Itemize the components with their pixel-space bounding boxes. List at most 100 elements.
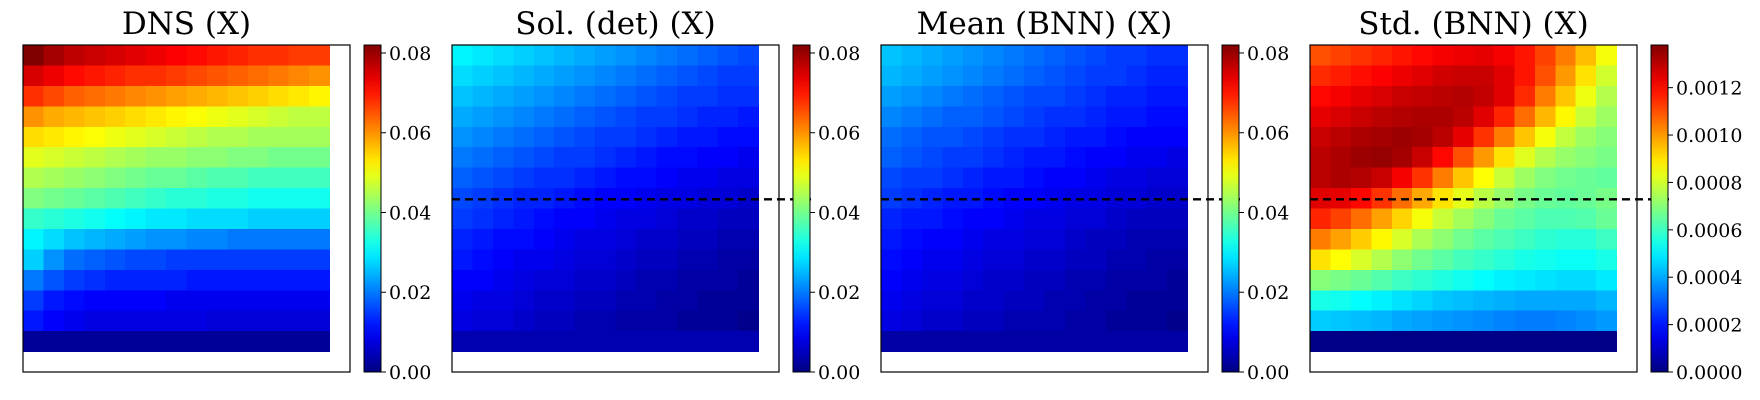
heatmap-cell <box>1330 147 1352 169</box>
heatmap-cell <box>1044 45 1066 67</box>
heatmap-cell <box>23 167 45 189</box>
heatmap-cell <box>595 269 617 291</box>
heatmap-cell <box>166 331 188 353</box>
heatmap-cell <box>1126 45 1148 67</box>
heatmap-cell <box>595 45 617 67</box>
heatmap-cell <box>738 65 760 87</box>
heatmap-cell <box>1391 147 1413 169</box>
heatmap-cell <box>983 65 1005 87</box>
heatmap-cell <box>452 228 474 250</box>
heatmap-cell <box>1330 65 1352 87</box>
heatmap-cell <box>472 249 494 271</box>
heatmap-cell <box>1391 208 1413 230</box>
heatmap-cell <box>1167 167 1189 189</box>
heatmap-cell <box>574 269 596 291</box>
heatmap-cell <box>452 331 474 353</box>
heatmap-cell <box>1453 228 1475 250</box>
heatmap-cell <box>1453 249 1475 271</box>
heatmap-cell <box>1412 188 1434 210</box>
heatmap-cell <box>697 228 719 250</box>
heatmap-cell <box>1146 331 1168 353</box>
heatmap-cell <box>635 208 657 230</box>
heatmap-cell <box>145 228 167 250</box>
heatmap-cell <box>533 65 555 87</box>
heatmap-cell <box>186 45 208 67</box>
heatmap-cell <box>921 228 943 250</box>
colorbar-gradient <box>792 44 811 373</box>
heatmap-cell <box>166 65 188 87</box>
heatmap-cell <box>1596 85 1618 107</box>
heatmap-cell <box>1575 249 1597 271</box>
heatmap-cell <box>1453 310 1475 332</box>
heatmap-cell <box>1330 228 1352 250</box>
heatmap-cell <box>1003 167 1025 189</box>
heatmap-cell <box>1064 290 1086 312</box>
heatmap-cell <box>1391 310 1413 332</box>
heatmap-cell <box>84 167 106 189</box>
heatmap-cell <box>268 45 290 67</box>
heatmap-cell <box>1310 269 1332 291</box>
heatmap-cell <box>738 249 760 271</box>
heatmap-panel-2: Sol. (det) (X) 0.00 0.02 0.04 0.06 0.08 <box>451 6 860 384</box>
heatmap-cell <box>901 249 923 271</box>
heatmap-cell <box>983 45 1005 67</box>
heatmap-cell <box>1534 310 1556 332</box>
heatmap-cell <box>533 208 555 230</box>
heatmap-cell <box>63 85 85 107</box>
heatmap-cell <box>125 310 147 332</box>
heatmap-cell <box>1167 331 1189 353</box>
heatmap-cell <box>574 106 596 128</box>
heatmap-cell <box>1412 85 1434 107</box>
heatmap-cell <box>656 45 678 67</box>
heatmap-cell <box>1310 310 1332 332</box>
heatmap-cell <box>227 147 249 169</box>
heatmap-cell <box>227 45 249 67</box>
heatmap-cell <box>1473 85 1495 107</box>
heatmap-cell <box>697 290 719 312</box>
heatmap-cell <box>43 126 65 148</box>
heatmap-cell <box>533 126 555 148</box>
heatmap-cell <box>1493 126 1515 148</box>
heatmap-cell <box>1575 208 1597 230</box>
heatmap-cell <box>145 167 167 189</box>
heatmap-cell <box>921 126 943 148</box>
heatmap-cell <box>472 45 494 67</box>
heatmap-cell <box>554 85 576 107</box>
heatmap-cell <box>983 208 1005 230</box>
heatmap-cell <box>247 290 269 312</box>
heatmap-cell <box>615 147 637 169</box>
heatmap-cell <box>125 249 147 271</box>
heatmap-cell <box>513 65 535 87</box>
heatmap-cell <box>1330 331 1352 353</box>
heatmap-cell <box>901 167 923 189</box>
heatmap-cell <box>983 290 1005 312</box>
heatmap-cell <box>635 167 657 189</box>
heatmap-cell <box>186 167 208 189</box>
heatmap-cell <box>1596 310 1618 332</box>
heatmap-cell <box>513 331 535 353</box>
heatmap-cell <box>983 310 1005 332</box>
heatmap-cell <box>717 269 739 291</box>
heatmap-cell <box>1555 290 1577 312</box>
heatmap-cell <box>1064 126 1086 148</box>
heatmap-cell <box>145 188 167 210</box>
heatmap-cell <box>1555 188 1577 210</box>
heatmap-cell <box>1003 126 1025 148</box>
heatmap-cell <box>84 310 106 332</box>
heatmap-cell <box>63 147 85 169</box>
heatmap-cell <box>1044 228 1066 250</box>
heatmap-cell <box>1024 331 1046 353</box>
heatmap-cell <box>1064 106 1086 128</box>
heatmap-cell <box>656 249 678 271</box>
heatmap-cell <box>84 65 106 87</box>
heatmap-cell <box>492 147 514 169</box>
heatmap-cell <box>1003 331 1025 353</box>
heatmap-cell <box>247 208 269 230</box>
heatmap-cell <box>595 106 617 128</box>
heatmap-cell <box>962 126 984 148</box>
heatmap-cell <box>697 106 719 128</box>
heatmap-cell <box>1555 249 1577 271</box>
heatmap-cell <box>717 106 739 128</box>
heatmap-cell <box>1534 126 1556 148</box>
heatmap-cell <box>1064 167 1086 189</box>
